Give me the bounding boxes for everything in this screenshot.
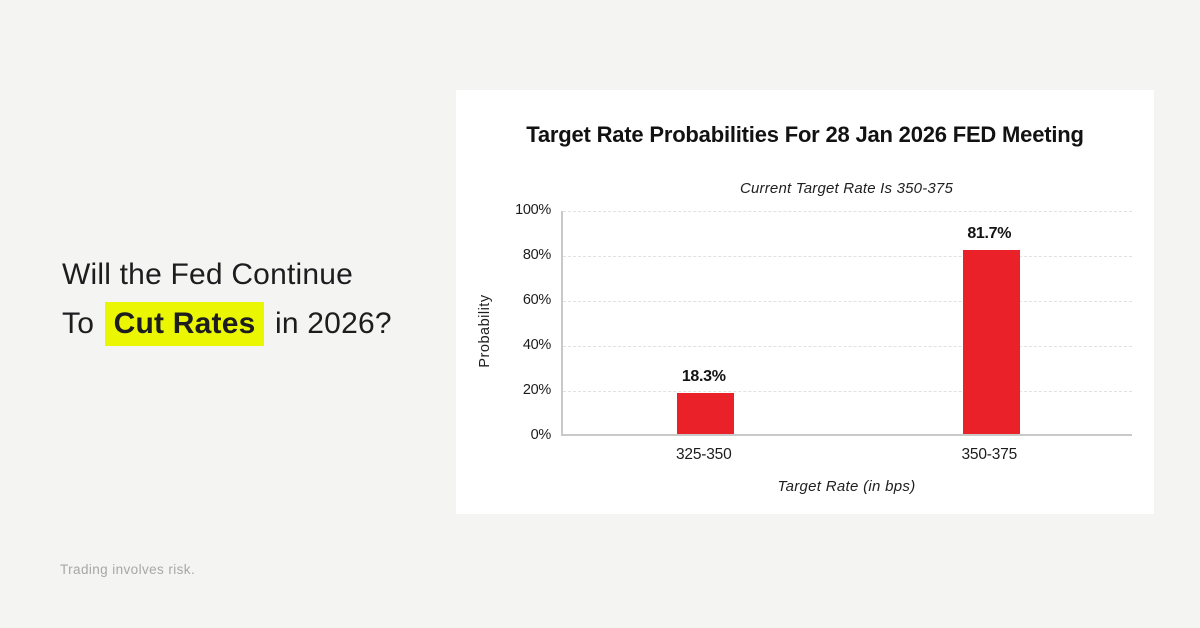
y-tick-label-80: 80% [522, 247, 551, 263]
headline-highlight: Cut Rates [104, 302, 265, 346]
bar-chart-plot-area [561, 211, 1132, 436]
gridline-80 [563, 256, 1132, 257]
chart-card: Target Rate Probabilities For 28 Jan 202… [456, 90, 1154, 514]
bar-value-label-350-375: 81.7% [967, 225, 1012, 243]
chart-subtitle: Current Target Rate Is 350-375 [739, 180, 954, 197]
gridline-40 [563, 346, 1132, 347]
x-category-label-350-375: 350-375 [961, 446, 1018, 463]
y-tick-label-20: 20% [522, 382, 551, 398]
x-category-label-325-350: 325-350 [676, 446, 732, 463]
gridline-60 [563, 301, 1132, 302]
x-axis-title: Target Rate (in bps) [777, 478, 916, 495]
y-tick-label-100: 100% [515, 202, 551, 218]
headline-line2-prefix: To [62, 307, 95, 340]
y-axis-title: Probability [477, 294, 493, 368]
headline-line2-suffix: in 2026? [275, 307, 392, 340]
bar-325-350 [677, 392, 735, 434]
y-tick-label-60: 60% [522, 292, 551, 308]
chart-title: Target Rate Probabilities For 28 Jan 202… [526, 122, 1084, 147]
disclaimer-text: Trading involves risk. [60, 562, 196, 577]
headline-line1: Will the Fed Continue [62, 250, 392, 299]
gridline-100 [563, 211, 1132, 212]
headline-line1-text: Will the Fed Continue [62, 258, 354, 291]
y-tick-label-0: 0% [530, 427, 552, 443]
bar-value-label-325-350: 18.3% [681, 367, 726, 385]
headline-line2: To Cut Rates in 2026? [62, 299, 392, 348]
bar-350-375 [962, 250, 1020, 434]
gridline-20 [563, 391, 1132, 392]
y-tick-label-40: 40% [522, 337, 551, 353]
headline: Will the Fed Continue To Cut Rates in 20… [62, 250, 392, 348]
